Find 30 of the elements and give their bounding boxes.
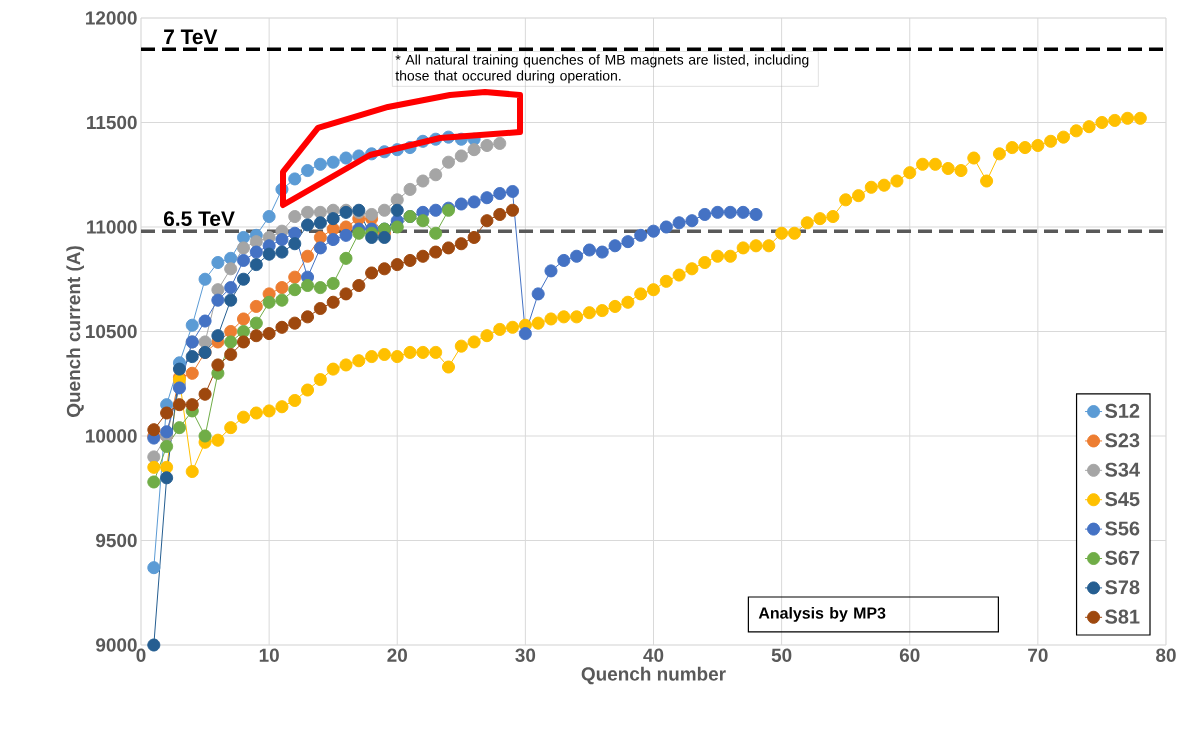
x-tick-label: 10 xyxy=(259,648,279,662)
legend-label: S45 xyxy=(1105,492,1140,507)
x-tick-label: 40 xyxy=(643,648,664,662)
x-tick-label: 60 xyxy=(899,648,920,662)
x-tick-label: 70 xyxy=(1028,648,1048,662)
legend-label: S67 xyxy=(1105,550,1140,565)
y-tick-label: 10000 xyxy=(86,429,137,443)
y-tick-label: 9500 xyxy=(96,533,137,548)
x-tick-label: 30 xyxy=(515,648,536,662)
y-tick-label: 9000 xyxy=(96,638,137,652)
legend-label: S56 xyxy=(1105,521,1140,536)
annotation: * All natural training quenches of MB magnets are listed, including those that occured during operation. xyxy=(395,54,809,84)
legend-label: S81 xyxy=(1105,609,1140,624)
y-tick-label: 11000 xyxy=(87,220,137,234)
y-tick-label: 10500 xyxy=(86,324,137,339)
ref-line-label: 6.5 TeV xyxy=(163,211,235,226)
x-tick-label: 80 xyxy=(1156,648,1176,662)
legend-label: S23 xyxy=(1105,433,1140,448)
y-tick-label: 12000 xyxy=(86,11,137,25)
ref-line-label: 7 TeV xyxy=(164,29,218,45)
legend-label: S78 xyxy=(1105,580,1140,595)
y-tick-label: 11500 xyxy=(87,115,137,130)
x-tick-label: 0 xyxy=(136,648,146,662)
x-tick-label: 20 xyxy=(387,648,407,662)
legend-label: S12 xyxy=(1105,403,1140,418)
x-axis-title: Quench number xyxy=(581,666,726,685)
y-axis-title: Quench current (A) xyxy=(66,246,84,417)
legend-label: S34 xyxy=(1105,462,1140,477)
annotation: Analysis by MP3 xyxy=(758,607,886,622)
x-tick-label: 50 xyxy=(771,648,792,662)
